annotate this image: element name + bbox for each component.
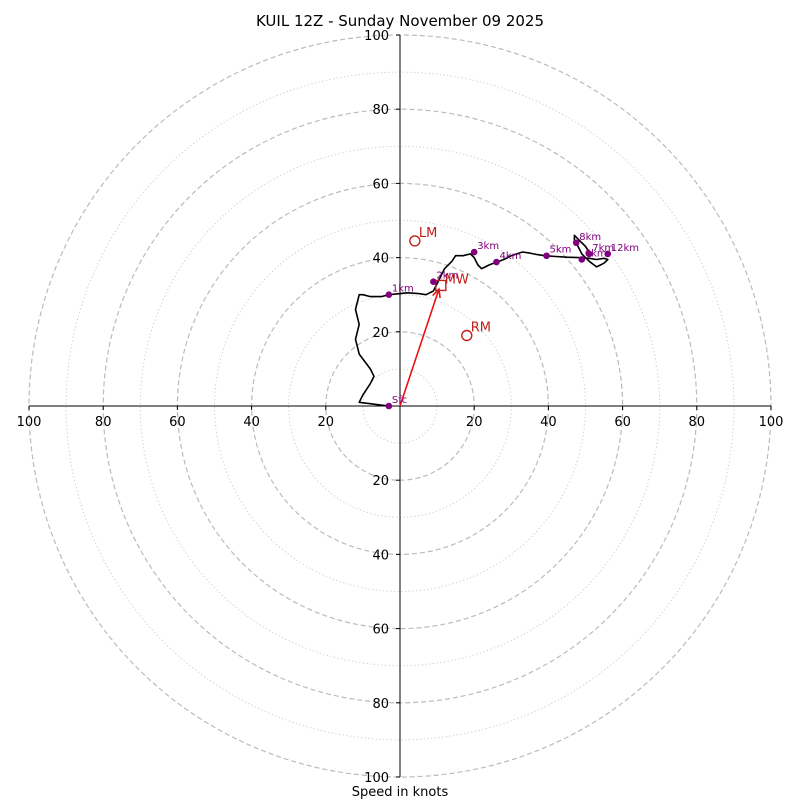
hodograph-trace (354, 234, 609, 407)
x-tick-label: 60 (614, 415, 631, 430)
x-tick-label: 40 (243, 415, 260, 430)
height-marker-1km-label: 1km (392, 284, 414, 295)
height-marker-2km-label: 2km (436, 271, 458, 282)
y-tick-label: 40 (372, 548, 389, 563)
x-tick-label: 80 (95, 415, 112, 430)
shear-vector-group (399, 287, 441, 407)
x-tick-label: 100 (759, 415, 784, 430)
x-tick-label: 60 (169, 415, 186, 430)
x-tick-label: 100 (17, 415, 42, 430)
y-tick-label: 60 (372, 177, 389, 192)
height-marker-7km-label: 7km (592, 243, 614, 254)
storm-motion-markers: LM RM MW (409, 226, 491, 342)
height-marker-sfc-label: Sfc (392, 395, 407, 406)
height-marker-4km-label: 4km (499, 251, 521, 262)
height-marker-1km-dot (385, 291, 393, 299)
height-marker-3km-label: 3km (477, 241, 499, 252)
x-tick-label: 20 (466, 415, 483, 430)
height-marker-12km-label: 12km (611, 243, 639, 254)
storm-motion-mw-marker (435, 279, 447, 292)
y-tick-label: 100 (364, 771, 389, 786)
height-marker-8km-dot (572, 239, 580, 247)
storm-motion-rm-label: RM (471, 321, 491, 336)
y-tick-label: 80 (372, 103, 389, 118)
shear-vector-line (399, 288, 440, 407)
y-tick-label: 20 (372, 326, 389, 341)
height-marker-6km-label: 6km (585, 248, 607, 259)
chart-title: KUIL 12Z - Sunday November 09 2025 (256, 12, 544, 30)
tick-labels: 100 80 60 40 20 20 40 60 80 100 100 80 60 40 20 20 40 60 8… (17, 29, 784, 786)
y-tick-label: 100 (364, 29, 389, 44)
storm-motion-mw-label: MW (445, 272, 469, 287)
x-tick-label: 80 (689, 415, 706, 430)
storm-motion-lm-marker (409, 235, 421, 247)
height-marker-sfc-dot (385, 402, 393, 410)
height-marker-3km-dot (470, 248, 478, 256)
y-tick-label: 60 (372, 623, 389, 638)
height-marker-5km-dot (543, 252, 550, 260)
height-marker-5km-label: 5km (550, 245, 572, 256)
x-tick-label: 40 (540, 415, 557, 430)
x-axis-label: Speed in knots (352, 785, 449, 800)
shear-vector-arrowhead (432, 287, 441, 299)
height-marker-2km-dot (430, 278, 437, 286)
height-marker-7km-dot (585, 250, 593, 258)
storm-motion-lm-label: LM (419, 226, 437, 241)
height-marker-4km-dot (493, 258, 500, 266)
height-marker-12km-dot (604, 250, 612, 258)
height-marker-6km-dot (578, 256, 586, 263)
y-tick-label: 80 (372, 697, 389, 712)
x-tick-label: 20 (318, 415, 335, 430)
y-tick-label: 20 (372, 474, 389, 489)
height-marker-8km-label: 8km (579, 232, 601, 243)
storm-motion-rm-marker (461, 329, 473, 342)
y-tick-label: 40 (372, 252, 389, 267)
